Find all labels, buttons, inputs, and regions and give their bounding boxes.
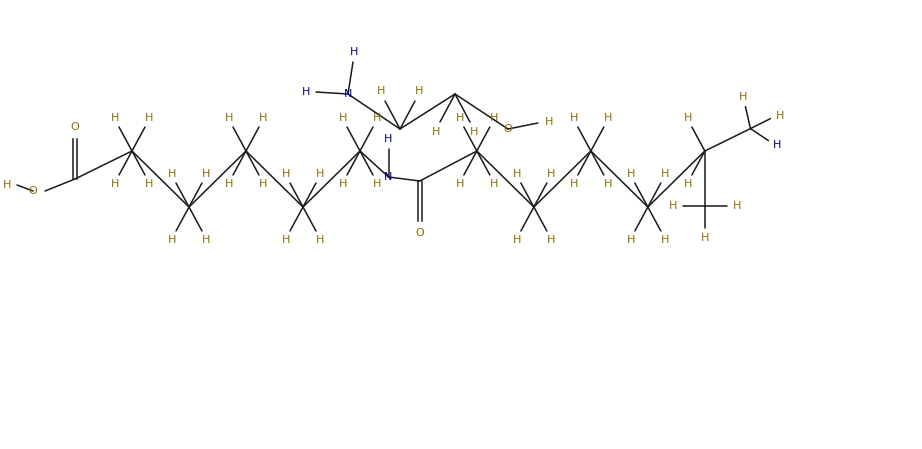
Text: H: H [661, 235, 669, 245]
Text: H: H [168, 235, 176, 245]
Text: H: H [384, 134, 393, 144]
Text: H: H [547, 235, 555, 245]
Text: H: H [513, 169, 521, 179]
Text: H: H [490, 113, 498, 123]
Text: H: H [490, 179, 498, 189]
Text: H: H [668, 201, 677, 211]
Text: O: O [29, 186, 38, 196]
Text: H: H [627, 169, 635, 179]
Text: H: H [338, 179, 348, 189]
Text: H: H [372, 113, 381, 123]
Text: H: H [683, 113, 692, 123]
Text: H: H [202, 235, 210, 245]
Text: O: O [416, 228, 424, 238]
Text: H: H [111, 179, 119, 189]
Text: O: O [71, 122, 79, 132]
Text: H: H [316, 235, 325, 245]
Text: H: H [259, 113, 267, 123]
Text: H: H [661, 169, 669, 179]
Text: H: H [111, 113, 119, 123]
Text: H: H [225, 113, 233, 123]
Text: H: H [455, 113, 464, 123]
Text: H: H [733, 201, 741, 211]
Text: H: H [377, 86, 385, 96]
Text: H: H [455, 179, 464, 189]
Text: O: O [503, 124, 513, 134]
Text: H: H [145, 113, 153, 123]
Text: H: H [570, 113, 578, 123]
Text: H: H [776, 110, 785, 121]
Text: H: H [570, 179, 578, 189]
Text: H: H [431, 127, 440, 137]
Text: H: H [547, 169, 555, 179]
Text: N: N [384, 172, 393, 182]
Text: H: H [202, 169, 210, 179]
Text: H: H [338, 113, 348, 123]
Text: H: H [683, 179, 692, 189]
Text: H: H [316, 169, 325, 179]
Text: H: H [627, 235, 635, 245]
Text: H: H [545, 117, 553, 127]
Text: H: H [3, 180, 11, 190]
Text: H: H [168, 169, 176, 179]
Text: H: H [282, 169, 290, 179]
Text: H: H [301, 87, 310, 97]
Text: H: H [513, 235, 521, 245]
Text: H: H [415, 86, 423, 96]
Text: H: H [604, 179, 612, 189]
Text: H: H [774, 140, 782, 150]
Text: H: H [282, 235, 290, 245]
Text: H: H [470, 127, 479, 137]
Text: H: H [701, 233, 709, 243]
Text: H: H [259, 179, 267, 189]
Text: H: H [145, 179, 153, 189]
Text: H: H [372, 179, 381, 189]
Text: H: H [739, 92, 748, 101]
Text: H: H [225, 179, 233, 189]
Text: H: H [349, 47, 358, 57]
Text: N: N [344, 89, 352, 99]
Text: H: H [604, 113, 612, 123]
